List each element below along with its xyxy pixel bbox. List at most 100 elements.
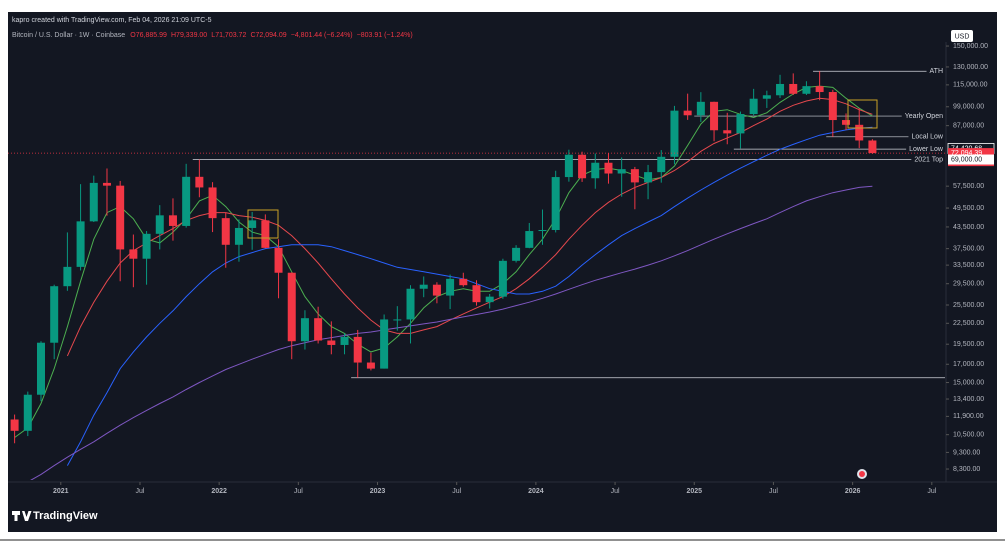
- y-tick-label: 19,500.00: [953, 341, 984, 348]
- candle-body: [393, 319, 402, 321]
- candle-body: [36, 342, 45, 395]
- candle-body: [498, 260, 507, 297]
- candle-body: [155, 215, 164, 234]
- candle-body: [723, 130, 732, 134]
- candle-body: [749, 98, 758, 115]
- candle-body: [630, 169, 639, 183]
- candle-body: [248, 220, 257, 228]
- y-tick-label: 115,000.00: [953, 82, 988, 89]
- candle-body: [195, 176, 204, 188]
- y-tick-label: 37,500.00: [953, 245, 984, 252]
- brand: TradingView: [33, 510, 98, 522]
- candle-body: [287, 272, 296, 342]
- ohlc-value: H79,339.00: [171, 32, 207, 39]
- level-label: ATH: [930, 68, 943, 75]
- candle-body: [868, 140, 877, 154]
- x-tick-label: Jul: [927, 488, 936, 495]
- candle-body: [10, 419, 19, 431]
- candle-body: [300, 318, 309, 342]
- candle-body: [261, 220, 270, 248]
- y-tick-label: 57,500.00: [953, 183, 984, 190]
- candle-body: [234, 227, 243, 245]
- candle-body: [789, 83, 798, 94]
- candle-body: [683, 110, 692, 116]
- candle-body: [776, 83, 785, 96]
- currency-button[interactable]: [951, 30, 973, 42]
- candle-body: [327, 340, 336, 345]
- x-tick-label: Jul: [452, 488, 461, 495]
- candle-body: [380, 319, 389, 369]
- candle-body: [657, 156, 666, 173]
- y-tick-label: 33,500.00: [953, 262, 984, 269]
- candle-body: [591, 162, 600, 179]
- candle-body: [221, 218, 230, 245]
- x-tick-label: 2021: [53, 488, 69, 495]
- candle-body: [63, 266, 72, 287]
- candle-body: [762, 95, 771, 99]
- candle-body: [168, 215, 177, 226]
- x-tick-label: Jul: [769, 488, 778, 495]
- candle-body: [50, 286, 59, 343]
- candle-body: [89, 182, 98, 222]
- logo-mark: [12, 511, 32, 521]
- y-tick-label: 11,900.00: [953, 413, 984, 420]
- y-tick-label: 29,500.00: [953, 281, 984, 288]
- x-tick-label: 2024: [528, 488, 544, 495]
- y-tick-label: 17,000.00: [953, 361, 984, 368]
- y-tick-label: 22,500.00: [953, 320, 984, 327]
- candle-body: [142, 233, 151, 259]
- x-tick-label: 2022: [211, 488, 227, 495]
- x-tick-label: Jul: [611, 488, 620, 495]
- candle-body: [472, 285, 481, 303]
- candle-body: [406, 288, 415, 320]
- candle-body: [815, 86, 824, 93]
- currency[interactable]: USD: [955, 33, 970, 40]
- y-tick-label: 25,500.00: [953, 302, 984, 309]
- candle-body: [710, 101, 719, 131]
- candle-body: [274, 247, 283, 273]
- ohlc-value: −803.91 (−1.24%): [357, 32, 413, 39]
- x-tick-label: 2025: [686, 488, 702, 495]
- y-tick-label: 87,000.00: [953, 122, 984, 129]
- event-flag-dot: [859, 471, 865, 477]
- y-tick-label: 9,300.00: [953, 449, 980, 456]
- candle-body: [353, 336, 362, 363]
- plot-area: [10, 70, 945, 480]
- candle-body: [182, 176, 191, 226]
- moving-average: [66, 126, 873, 466]
- candle-body: [578, 154, 587, 179]
- candle-body: [116, 185, 125, 250]
- y-tick-label: 15,000.00: [953, 379, 984, 386]
- candle-body: [340, 336, 349, 345]
- highlight-box: [247, 209, 279, 239]
- candle-body: [538, 229, 547, 232]
- price-label: 72,094.39: [951, 150, 982, 157]
- candle-body: [617, 169, 626, 174]
- candle-body: [564, 154, 573, 178]
- candle-body: [102, 182, 111, 186]
- y-tick-label: 10,500.00: [953, 432, 984, 439]
- logo: [12, 511, 32, 521]
- moving-average: [30, 185, 873, 480]
- candle-body: [419, 284, 428, 289]
- candle-body: [525, 231, 534, 248]
- candle-body: [366, 362, 375, 369]
- y-tick-label: 49,500.00: [953, 205, 984, 212]
- y-tick-label: 13,400.00: [953, 396, 984, 403]
- candle-body: [512, 247, 521, 261]
- symbol-title: Bitcoin / U.S. Dollar · 1W · Coinbase: [12, 32, 125, 39]
- x-tick-label: Jul: [135, 488, 144, 495]
- ohlc-value: L71,703.72: [211, 32, 246, 39]
- candle-body: [459, 278, 468, 286]
- x-tick-label: 2023: [370, 488, 386, 495]
- candle-body: [446, 278, 455, 296]
- candle-body: [696, 101, 705, 116]
- candle-body: [842, 120, 851, 125]
- price-label: 69,000.00: [951, 156, 982, 163]
- candle-body: [76, 221, 85, 267]
- level-label: Lower Low: [909, 146, 944, 153]
- candle-body: [670, 110, 679, 157]
- candle-body: [802, 86, 811, 94]
